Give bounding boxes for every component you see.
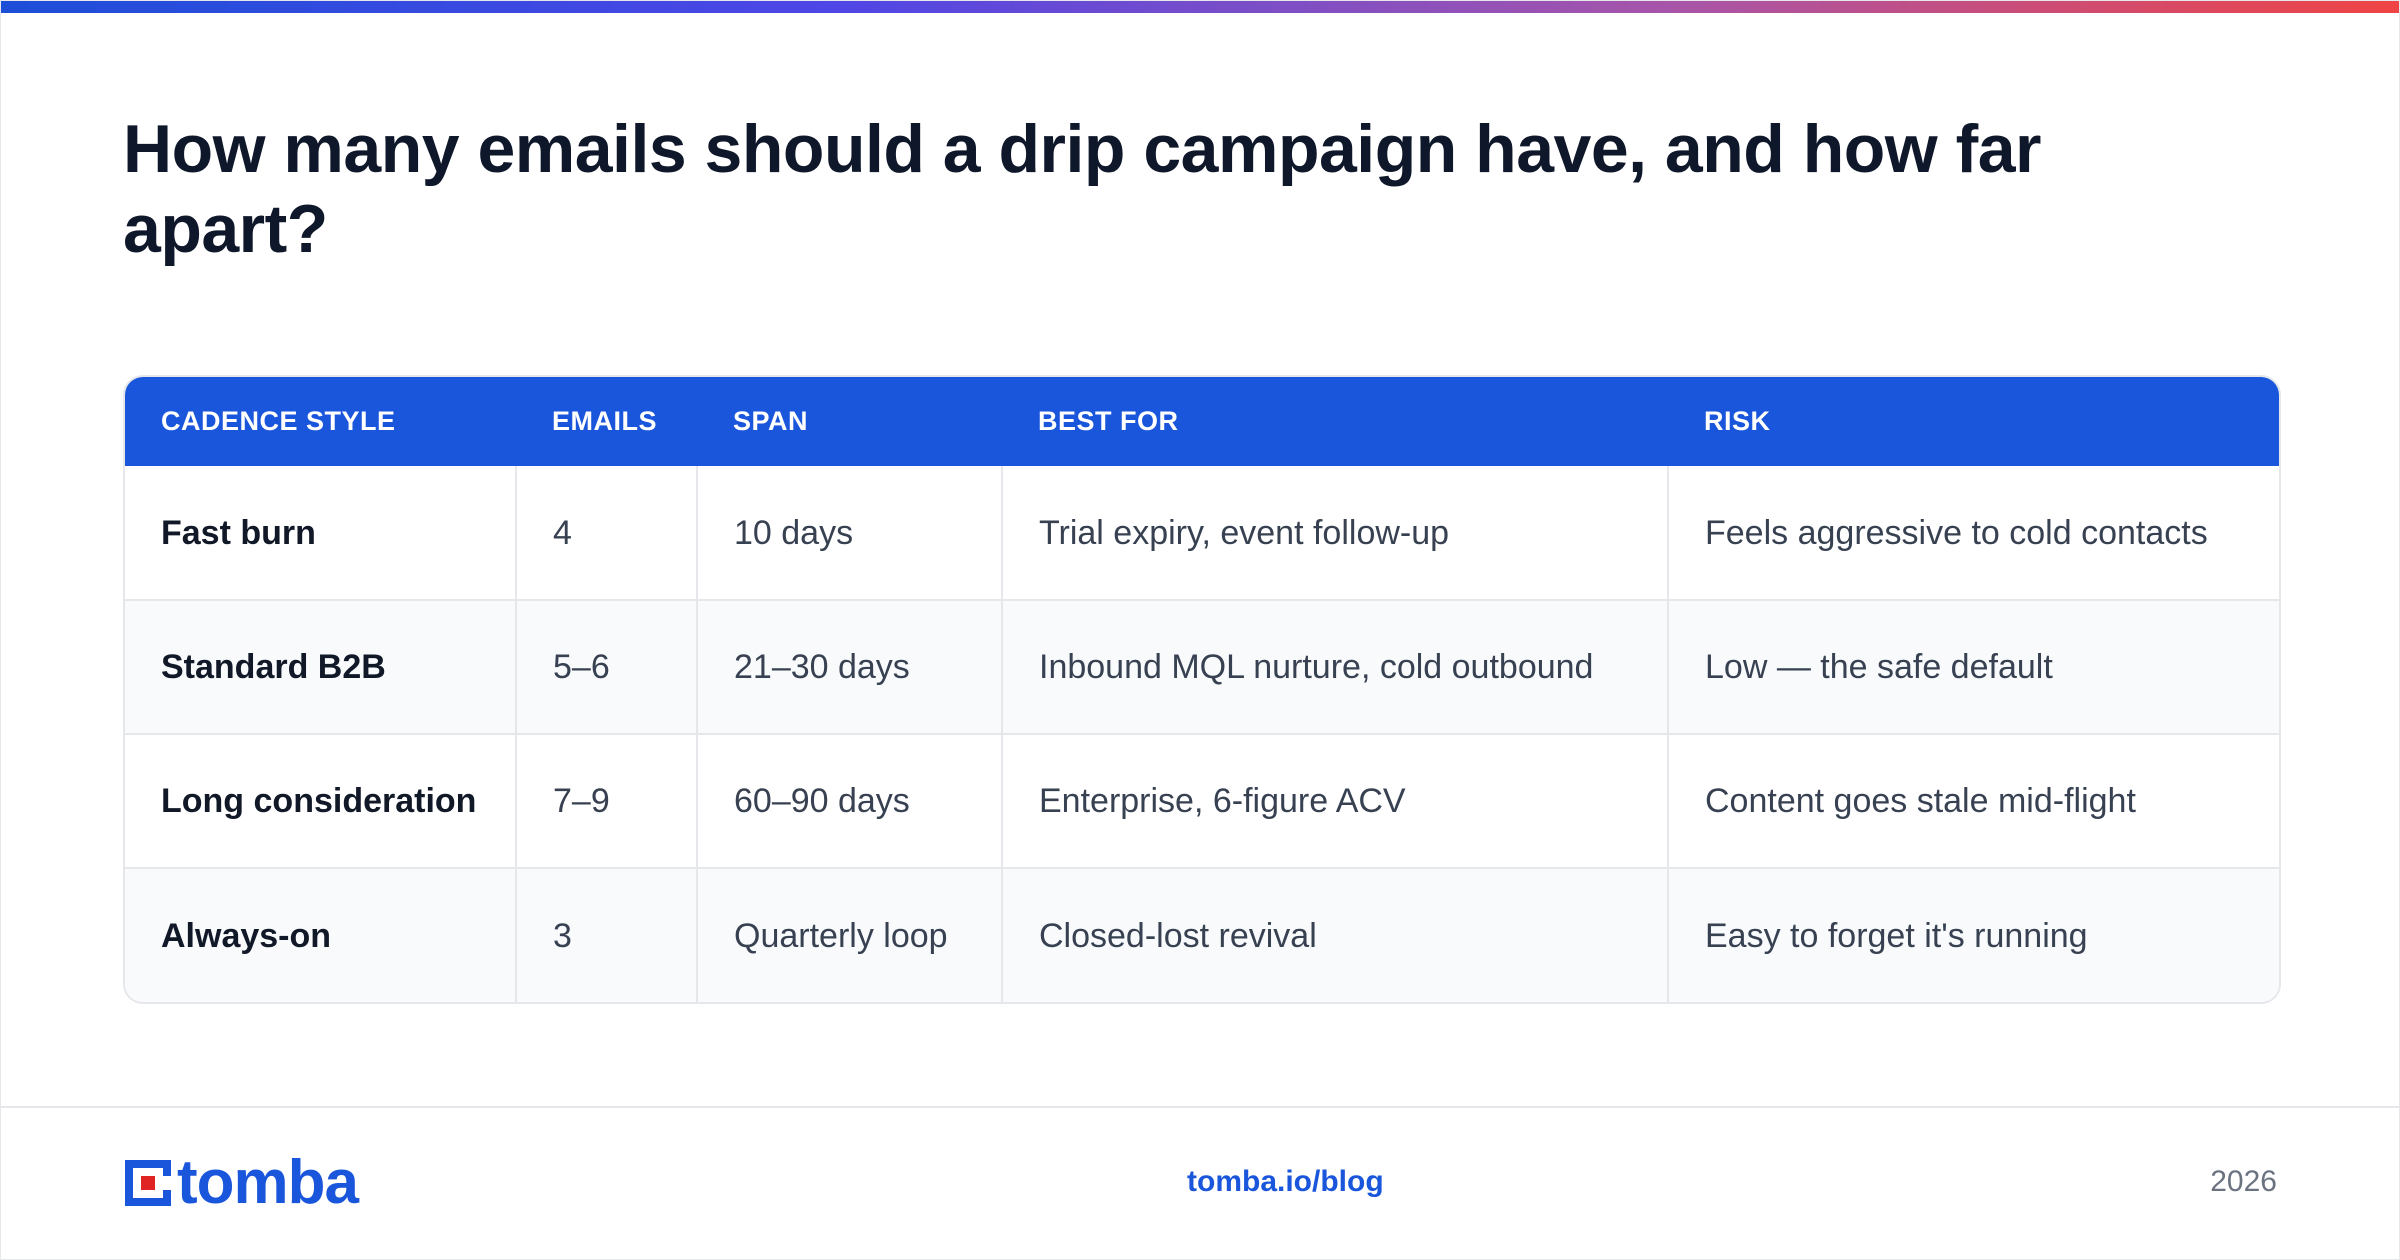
cell-best-for: Trial expiry, event follow-up	[1001, 466, 1668, 600]
cell-risk: Low — the safe default	[1667, 599, 2279, 734]
cell-cadence-style: Fast burn	[161, 513, 316, 552]
header-best-for: BEST FOR	[1038, 406, 1179, 436]
header-emails: EMAILS	[552, 406, 658, 436]
page-title: How many emails should a drip campaign h…	[123, 111, 2042, 267]
cell-span: 10 days	[696, 466, 1002, 600]
cell-span: 21–30 days	[696, 599, 1002, 734]
blog-link[interactable]: tomba.io/blog	[1187, 1165, 1384, 1198]
header-span: SPAN	[733, 406, 809, 436]
cell-cadence-style: Long consideration	[125, 733, 516, 868]
cell-emails: 3	[515, 867, 697, 1002]
table-header: CADENCE STYLE EMAILS SPAN BEST FOR RISK	[125, 377, 2279, 466]
header-risk: RISK	[1704, 406, 1771, 436]
cell-risk: Feels aggressive to cold contacts	[1667, 466, 2279, 600]
header-cadence-style: CADENCE STYLE	[161, 406, 396, 436]
cell-emails: 4	[515, 466, 697, 600]
cell-risk: Content goes stale mid-flight	[1667, 733, 2279, 868]
cell-cadence-style: Standard B2B	[125, 599, 516, 734]
cadence-table: CADENCE STYLE EMAILS SPAN BEST FOR RISK …	[123, 375, 2281, 1004]
table-row: Always-on 3 Quarterly loop Closed-lost r…	[125, 867, 2279, 1002]
table-row: Fast burn 4 10 days Trial expiry, event …	[125, 466, 2279, 600]
tomba-logo-icon	[125, 1160, 173, 1206]
cell-span: 60–90 days	[696, 733, 1002, 868]
cell-best-for: Enterprise, 6-figure ACV	[1001, 733, 1668, 868]
gradient-bar	[1, 1, 2399, 13]
tomba-logo[interactable]: tomba	[123, 1148, 359, 1217]
cell-risk: Easy to forget it's running	[1667, 867, 2279, 1002]
table-body: Fast burn 4 10 days Trial expiry, event …	[125, 466, 2279, 1002]
table: CADENCE STYLE EMAILS SPAN BEST FOR RISK …	[125, 377, 2279, 1002]
cell-best-for: Inbound MQL nurture, cold outbound	[1001, 599, 1668, 734]
logo-wordmark: tomba	[177, 1148, 359, 1217]
cell-best-for: Closed-lost revival	[1001, 867, 1668, 1002]
cell-span: Quarterly loop	[696, 867, 1002, 1002]
table-row: Standard B2B 5–6 21–30 days Inbound MQL …	[125, 599, 2279, 734]
cell-cadence-style: Always-on	[125, 867, 516, 1002]
footer-divider	[1, 1106, 2399, 1108]
cell-emails: 7–9	[515, 733, 697, 868]
cell-emails: 5–6	[515, 599, 697, 734]
footer-year: 2026	[2210, 1165, 2277, 1198]
table-row: Long consideration 7–9 60–90 days Enterp…	[125, 733, 2279, 868]
header-row: CADENCE STYLE EMAILS SPAN BEST FOR RISK	[125, 377, 2279, 466]
